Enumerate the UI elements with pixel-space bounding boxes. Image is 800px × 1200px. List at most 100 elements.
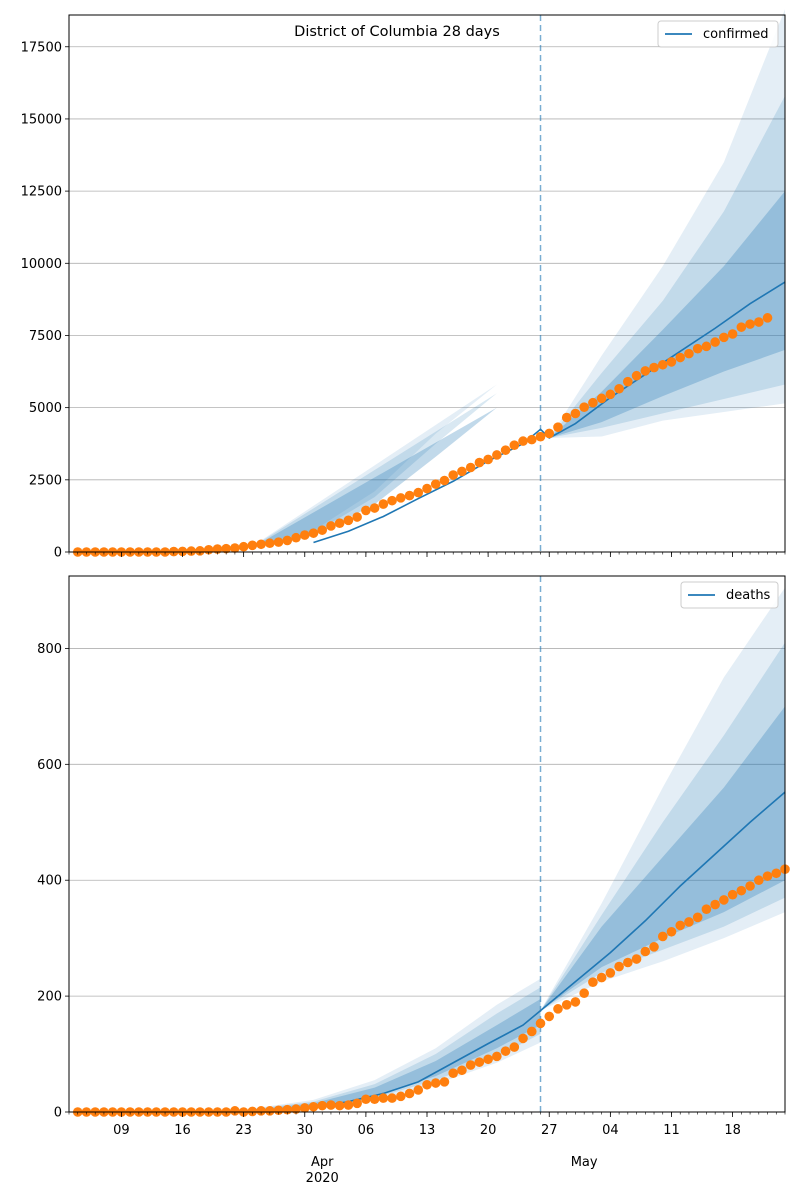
observed-point — [570, 408, 581, 419]
observed-point — [640, 946, 651, 957]
observed-point — [404, 1088, 415, 1099]
observed-point — [710, 899, 720, 910]
observed-point — [387, 495, 397, 506]
observed-point — [282, 535, 293, 546]
band-forecast — [540, 191, 785, 438]
observed-point — [754, 875, 764, 886]
observed-point — [352, 512, 362, 522]
x-tick-label: 18 — [724, 1123, 741, 1138]
observed-point — [448, 1068, 458, 1078]
observed-point — [465, 462, 476, 473]
observed-point — [692, 912, 703, 923]
observed-point — [631, 370, 642, 381]
observed-point — [212, 544, 223, 554]
observed-point — [404, 490, 415, 501]
plot-layer: 0 2500 5000 7500 10000 12500 15000 17500 — [21, 9, 786, 561]
x-tick-label: 27 — [541, 1123, 558, 1138]
observed-point — [509, 1042, 520, 1052]
observed-point — [727, 889, 738, 900]
observed-point — [535, 431, 546, 442]
observed-point — [518, 1033, 528, 1044]
observed-point — [317, 1100, 328, 1111]
observed-point — [326, 521, 336, 531]
observed-point — [378, 1093, 389, 1103]
observed-point — [535, 1018, 546, 1029]
observed-point — [579, 402, 589, 412]
legend-label-deaths: deaths — [726, 588, 771, 603]
observed-point — [230, 543, 240, 553]
observed-point — [474, 1057, 485, 1067]
band-forecast — [540, 706, 785, 1011]
observed-point — [553, 1004, 563, 1014]
observed-point — [299, 530, 310, 540]
observed-point — [343, 1100, 354, 1110]
y-tick-label: 0 — [54, 546, 62, 561]
observed-point — [754, 317, 764, 327]
observed-point — [500, 1046, 511, 1056]
observed-point — [273, 537, 284, 547]
observed-point — [727, 329, 738, 339]
observed-point — [719, 332, 729, 343]
observed-point — [623, 957, 633, 968]
observed-point — [247, 540, 258, 551]
legend-box — [657, 20, 779, 48]
band-forecast — [540, 642, 785, 1011]
observed-point — [177, 546, 188, 557]
observed-point — [561, 1000, 572, 1010]
observed-point — [657, 359, 668, 370]
observed-point — [649, 362, 659, 373]
median-line-deaths — [313, 791, 786, 1109]
x-tick-label: 13 — [419, 1123, 436, 1138]
observed-point — [439, 1077, 450, 1087]
observed-point — [474, 457, 485, 468]
observed-point — [710, 337, 720, 347]
observed-point — [631, 954, 642, 964]
observed-point — [526, 434, 537, 445]
observed-point — [334, 518, 345, 528]
observed-point — [413, 487, 424, 498]
x-tick-label: 11 — [663, 1123, 680, 1138]
observed-point — [334, 1100, 345, 1111]
observed-point — [238, 541, 249, 552]
observed-point — [745, 881, 755, 891]
x-tick-label: 09 — [113, 1123, 130, 1138]
observed-point — [378, 499, 389, 509]
observed-point — [326, 1100, 336, 1110]
observed-point — [579, 988, 589, 999]
observed-point — [596, 393, 607, 404]
observed-point — [273, 1105, 284, 1116]
observed-point — [701, 341, 712, 352]
y-tick-label: 17500 — [21, 40, 62, 55]
y-tick-label: 15000 — [21, 112, 62, 127]
observed-point — [265, 538, 275, 549]
observed-point — [186, 546, 197, 556]
observed-point — [544, 1011, 555, 1022]
observed-point — [570, 997, 581, 1007]
chart-title: District of Columbia 28 days — [294, 24, 500, 40]
observed-point — [369, 503, 380, 513]
observed-point — [771, 868, 782, 879]
observed-point — [500, 445, 511, 455]
observed-point — [369, 1094, 380, 1105]
observed-point — [762, 313, 773, 323]
y-tick-label: 0 — [54, 1106, 62, 1121]
observed-point — [396, 1091, 406, 1102]
observed-point — [492, 450, 502, 460]
deaths-panel: 0 200 400 600 800 09 16 23 30 06 13 20 27 04 11 18 Apr20… — [37, 575, 790, 1186]
legend-box — [680, 581, 779, 609]
band-forecast — [540, 587, 785, 1011]
month-label: May — [571, 1155, 598, 1170]
observed-point — [614, 961, 624, 972]
observed-point — [396, 493, 406, 503]
observed-point — [448, 470, 458, 480]
observed-point — [675, 352, 686, 363]
y-tick-label: 200 — [37, 990, 62, 1005]
year-label: 2020 — [306, 1171, 339, 1186]
y-tick-label: 7500 — [29, 329, 62, 344]
observed-point — [684, 917, 694, 927]
observed-point — [614, 383, 624, 394]
y-tick-label: 600 — [37, 758, 62, 773]
observed-point — [265, 1106, 275, 1116]
observed-point — [256, 539, 266, 550]
